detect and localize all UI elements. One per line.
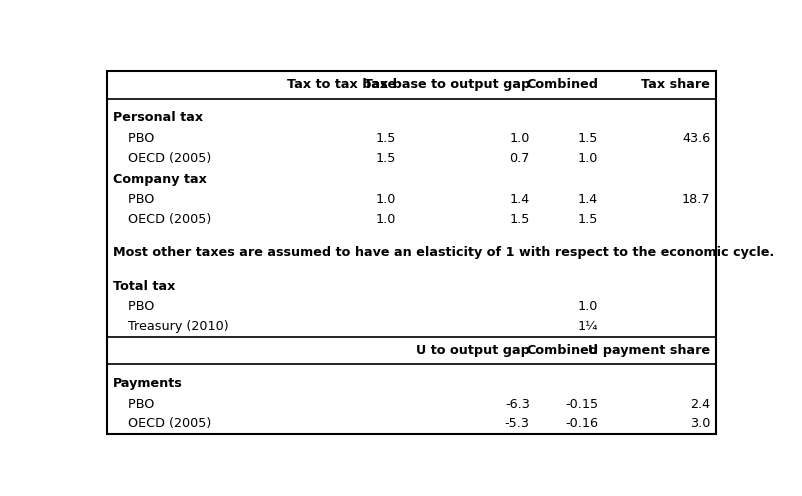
Text: Tax share: Tax share	[641, 78, 710, 91]
Text: 1.0: 1.0	[375, 213, 395, 226]
Text: OECD (2005): OECD (2005)	[115, 213, 211, 226]
Text: 1.0: 1.0	[577, 301, 597, 313]
Text: -0.16: -0.16	[565, 418, 597, 431]
Text: 1.5: 1.5	[508, 213, 529, 226]
Text: 1¼: 1¼	[577, 320, 597, 333]
Text: Total tax: Total tax	[112, 280, 175, 293]
Text: OECD (2005): OECD (2005)	[115, 152, 211, 165]
Text: PBO: PBO	[115, 193, 154, 206]
Text: 1.0: 1.0	[577, 152, 597, 165]
Text: 1.5: 1.5	[375, 152, 395, 165]
Text: 1.5: 1.5	[577, 213, 597, 226]
Text: Tax base to output gap: Tax base to output gap	[363, 78, 529, 91]
Text: -0.15: -0.15	[565, 398, 597, 411]
Text: 43.6: 43.6	[681, 132, 710, 145]
Text: 1.5: 1.5	[375, 132, 395, 145]
Text: 1.5: 1.5	[577, 132, 597, 145]
Text: 1.4: 1.4	[509, 193, 529, 206]
Text: PBO: PBO	[115, 132, 154, 145]
Text: OECD (2005): OECD (2005)	[115, 418, 211, 431]
Text: 1.0: 1.0	[508, 132, 529, 145]
Text: -6.3: -6.3	[504, 398, 529, 411]
Text: Combined: Combined	[525, 78, 597, 91]
Text: 3.0: 3.0	[689, 418, 710, 431]
Text: 0.7: 0.7	[508, 152, 529, 165]
Text: -5.3: -5.3	[504, 418, 529, 431]
Text: Payments: Payments	[112, 377, 182, 390]
Text: U payment share: U payment share	[587, 344, 710, 357]
Text: Personal tax: Personal tax	[112, 111, 203, 124]
Text: 2.4: 2.4	[689, 398, 710, 411]
Text: 1.0: 1.0	[375, 193, 395, 206]
Text: PBO: PBO	[115, 398, 154, 411]
Text: Combined: Combined	[525, 344, 597, 357]
Text: Tax to tax base: Tax to tax base	[286, 78, 395, 91]
Text: Company tax: Company tax	[112, 173, 206, 186]
Text: 18.7: 18.7	[681, 193, 710, 206]
Text: U to output gap: U to output gap	[415, 344, 529, 357]
Text: PBO: PBO	[115, 301, 154, 313]
Text: Treasury (2010): Treasury (2010)	[115, 320, 229, 333]
Text: Most other taxes are assumed to have an elasticity of 1 with respect to the econ: Most other taxes are assumed to have an …	[112, 246, 773, 259]
Text: 1.4: 1.4	[577, 193, 597, 206]
